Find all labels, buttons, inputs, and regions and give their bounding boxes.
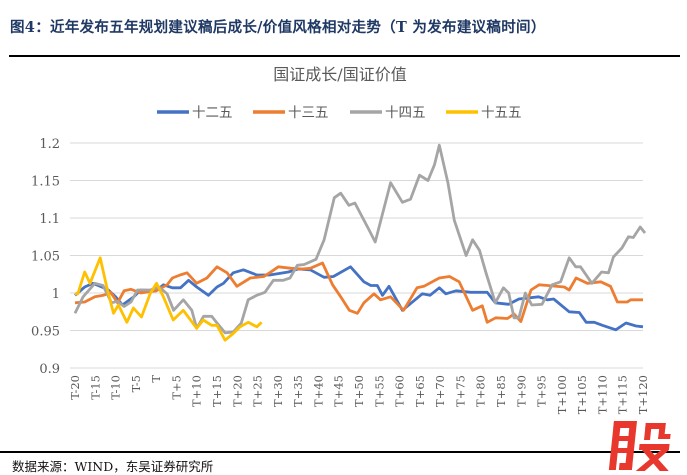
x-tick-label: T-10	[109, 375, 123, 400]
x-tick-label: T+55	[372, 375, 386, 407]
y-tick-label: 1.05	[31, 250, 60, 265]
x-tick-label: T+20	[230, 375, 244, 407]
x-tick-label: T+80	[474, 375, 488, 407]
legend-label: 十二五	[192, 105, 233, 121]
legend-item: 十五五	[446, 105, 522, 121]
x-tick-label: T+75	[453, 375, 467, 407]
x-tick-label: T+35	[291, 375, 305, 407]
x-tick-label: T+115	[616, 375, 630, 414]
x-tick-label: T+45	[332, 375, 346, 407]
x-tick-label: T+30	[271, 375, 285, 407]
x-tick-label: T+65	[413, 375, 427, 407]
y-tick-label: 0.95	[31, 325, 60, 340]
series-line-4	[75, 256, 263, 342]
x-tick-label: T-15	[88, 375, 102, 400]
legend-label: 十三五	[288, 105, 329, 121]
chart-title: 国证成长/国证价值	[273, 65, 406, 84]
y-tick-label: 1.2	[39, 137, 60, 152]
top-rule	[9, 55, 680, 57]
x-tick-label: T+90	[514, 375, 528, 407]
legend-label: 十五五	[481, 105, 522, 121]
x-tick-label: T+120	[636, 375, 650, 414]
y-axis-ticks: 0.9 0.95 1 1.05 1.1 1.15 1.2	[31, 137, 60, 377]
x-tick-label: T+60	[393, 375, 407, 407]
x-tick-label: T+50	[352, 375, 366, 407]
gridlines	[70, 142, 643, 369]
x-tick-label: T-5	[129, 375, 143, 392]
y-tick-label: 1	[52, 287, 60, 302]
x-tick-label: T+25	[251, 375, 265, 407]
x-axis-ticks: T-20 T-15 T-10 T-5 T T+5 T+10 T+15 T+20 T+25 T+30 T…	[68, 375, 650, 415]
legend-item: 十二五	[157, 105, 233, 121]
source-note: 数据来源：WIND，东吴证券研究所	[12, 459, 214, 474]
x-tick-label: T+100	[555, 375, 569, 414]
series-line-1	[74, 265, 644, 332]
y-tick-label: 1.1	[39, 212, 60, 227]
x-tick-label: T-20	[68, 375, 82, 400]
x-tick-label: T+10	[190, 375, 204, 407]
series-lines	[73, 143, 647, 342]
x-tick-label: T+105	[575, 375, 589, 414]
legend-label: 十四五	[385, 105, 426, 121]
x-tick-label: T+85	[494, 375, 508, 407]
legend: 十二五 十三五 十四五 十五五	[157, 105, 522, 121]
series-line-3	[73, 143, 647, 335]
figure-title: 图4：近年发布五年规划建议稿后成长/价值风格相对走势（T 为发布建议稿时间）	[10, 19, 546, 36]
series-line-2	[74, 261, 643, 324]
x-tick-label: T+70	[433, 375, 447, 407]
x-tick-label: T+95	[535, 375, 549, 407]
y-tick-label: 1.15	[31, 175, 60, 190]
x-tick-label: T	[149, 375, 163, 383]
x-tick-label: T+15	[210, 375, 224, 407]
x-tick-label: T+40	[311, 375, 325, 407]
legend-item: 十三五	[253, 105, 329, 121]
y-tick-label: 0.9	[39, 362, 60, 377]
x-tick-label: T+5	[169, 375, 183, 400]
legend-item: 十四五	[350, 105, 426, 121]
bottom-rule	[0, 451, 680, 453]
x-tick-label: T+110	[595, 375, 609, 414]
